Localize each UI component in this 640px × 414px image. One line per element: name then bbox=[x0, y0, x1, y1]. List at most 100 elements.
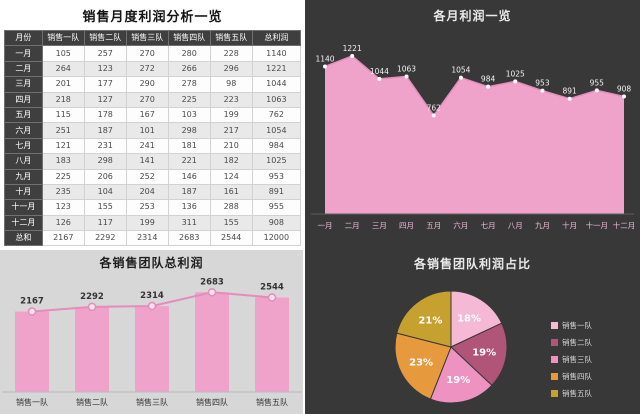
table-cell: 187 bbox=[167, 183, 211, 201]
table-cell: 1063 bbox=[251, 91, 302, 108]
table-cell: 167 bbox=[125, 106, 169, 124]
x-axis-label: 八月 bbox=[508, 221, 523, 230]
table-cell: 199 bbox=[125, 214, 169, 232]
table-cell: 270 bbox=[125, 45, 169, 62]
table-cell: 228 bbox=[209, 45, 253, 62]
legend-label: 销售三队 bbox=[562, 355, 592, 364]
bar bbox=[195, 292, 229, 392]
table-cell: 12000 bbox=[251, 230, 302, 247]
data-point-marker bbox=[377, 76, 382, 81]
table-cell: 2683 bbox=[167, 230, 211, 247]
table-cell: 290 bbox=[125, 76, 169, 93]
table-cell: 953 bbox=[251, 168, 302, 185]
row-label: 九月 bbox=[4, 168, 43, 185]
x-axis-label: 九月 bbox=[535, 221, 550, 230]
row-label: 一月 bbox=[4, 45, 43, 62]
table-cell: 241 bbox=[125, 137, 169, 155]
legend-swatch bbox=[551, 339, 558, 346]
legend-item: 销售五队 bbox=[551, 388, 592, 399]
legend-item: 销售三队 bbox=[551, 354, 592, 365]
table-cell: 126 bbox=[41, 214, 85, 232]
profit-table: 月份 销售一队 销售二队 销售三队 销售四队 销售五队 总利润 一月 105 257 270 280… bbox=[4, 29, 302, 247]
data-point-marker bbox=[594, 88, 599, 93]
table-cell: 2544 bbox=[209, 230, 253, 247]
table-row: 九月 225 206 252 146 124 953 bbox=[4, 168, 302, 185]
table-cell: 204 bbox=[125, 183, 169, 201]
table-cell: 280 bbox=[167, 45, 211, 62]
trend-marker bbox=[147, 301, 157, 311]
area-value-label: 891 bbox=[562, 87, 577, 96]
pie-percent-label: 19% bbox=[472, 347, 496, 358]
row-label: 六月 bbox=[4, 122, 43, 139]
team-total-panel: 各销售团队总利润 2167 销售一队 2292 销售二队 2314 销售三队 2683 销售四… bbox=[0, 248, 305, 414]
bar-value-label: 2167 bbox=[20, 297, 44, 307]
table-row: 二月 264 123 272 266 296 1221 bbox=[4, 60, 302, 78]
area-value-label: 984 bbox=[481, 75, 496, 84]
area-outline bbox=[324, 55, 625, 117]
table-cell: 2167 bbox=[41, 230, 85, 247]
table-cell: 1140 bbox=[251, 45, 302, 62]
table-cell: 264 bbox=[41, 60, 85, 78]
legend-item: 销售二队 bbox=[551, 337, 592, 348]
table-cell: 270 bbox=[125, 91, 169, 108]
area-value-label: 1140 bbox=[315, 54, 334, 63]
table-cell: 217 bbox=[209, 122, 253, 139]
table-row: 一月 105 257 270 280 228 1140 bbox=[4, 45, 302, 62]
table-row: 八月 183 298 141 221 182 1025 bbox=[4, 153, 302, 170]
table-cell: 311 bbox=[167, 214, 211, 232]
column-header: 总利润 bbox=[251, 29, 302, 47]
x-axis-label: 销售三队 bbox=[136, 397, 168, 407]
data-point-marker bbox=[458, 75, 463, 80]
row-label: 八月 bbox=[4, 153, 43, 170]
x-axis-label: 销售五队 bbox=[256, 397, 288, 407]
x-axis-label: 一月 bbox=[318, 221, 333, 230]
table-row: 七月 121 231 241 181 210 984 bbox=[4, 137, 302, 155]
data-point-marker bbox=[323, 64, 327, 69]
bar-value-label: 2314 bbox=[140, 291, 164, 301]
column-header: 销售二队 bbox=[83, 29, 127, 47]
table-cell: 908 bbox=[251, 214, 302, 232]
x-axis-label: 十一月 bbox=[586, 220, 609, 230]
table-cell: 298 bbox=[167, 122, 211, 139]
table-cell: 141 bbox=[125, 153, 169, 170]
table-row: 总和 2167 2292 2314 2683 2544 12000 bbox=[4, 230, 302, 247]
x-axis-label: 销售二队 bbox=[76, 397, 108, 407]
table-cell: 155 bbox=[209, 214, 253, 232]
x-axis-label: 五月 bbox=[426, 221, 441, 230]
area-value-label: 908 bbox=[617, 85, 632, 94]
team-share-pie-chart: 18% 19% 19% 23% 21% bbox=[394, 290, 508, 404]
x-axis-label: 六月 bbox=[453, 220, 468, 230]
area-fill bbox=[325, 56, 624, 214]
table-cell: 117 bbox=[83, 214, 127, 232]
table-cell: 223 bbox=[209, 91, 253, 108]
legend-item: 销售四队 bbox=[551, 371, 592, 382]
bar-value-label: 2292 bbox=[80, 292, 104, 302]
table-cell: 210 bbox=[209, 137, 253, 155]
x-axis-label: 销售四队 bbox=[196, 397, 228, 407]
table-cell: 127 bbox=[83, 91, 127, 108]
table-cell: 266 bbox=[167, 60, 211, 78]
bar bbox=[75, 306, 109, 392]
table-cell: 253 bbox=[125, 199, 169, 216]
legend-label: 销售四队 bbox=[562, 372, 592, 381]
row-label: 二月 bbox=[4, 60, 43, 78]
column-header: 销售一队 bbox=[41, 29, 85, 47]
legend-swatch bbox=[551, 373, 558, 380]
table-cell: 124 bbox=[209, 168, 253, 185]
column-header: 销售三队 bbox=[125, 29, 169, 47]
x-axis-label: 十二月 bbox=[613, 220, 636, 230]
table-cell: 1054 bbox=[251, 122, 302, 139]
trend-marker bbox=[27, 307, 37, 316]
table-cell: 218 bbox=[41, 91, 85, 108]
legend-label: 销售五队 bbox=[562, 389, 592, 398]
row-label: 十二月 bbox=[4, 214, 43, 232]
column-header: 销售五队 bbox=[209, 29, 253, 47]
area-value-label: 1054 bbox=[451, 66, 470, 75]
table-cell: 288 bbox=[209, 199, 253, 216]
legend-label: 销售二队 bbox=[562, 338, 592, 347]
row-label: 四月 bbox=[4, 91, 43, 108]
x-axis-label: 七月 bbox=[481, 221, 496, 230]
pie-chart-area: 18% 19% 19% 23% 21% 销售一队 销售二队 销售三队 销售四队 销售五队 bbox=[311, 274, 634, 414]
table-cell: 182 bbox=[209, 153, 253, 170]
row-label: 十一月 bbox=[4, 199, 43, 216]
